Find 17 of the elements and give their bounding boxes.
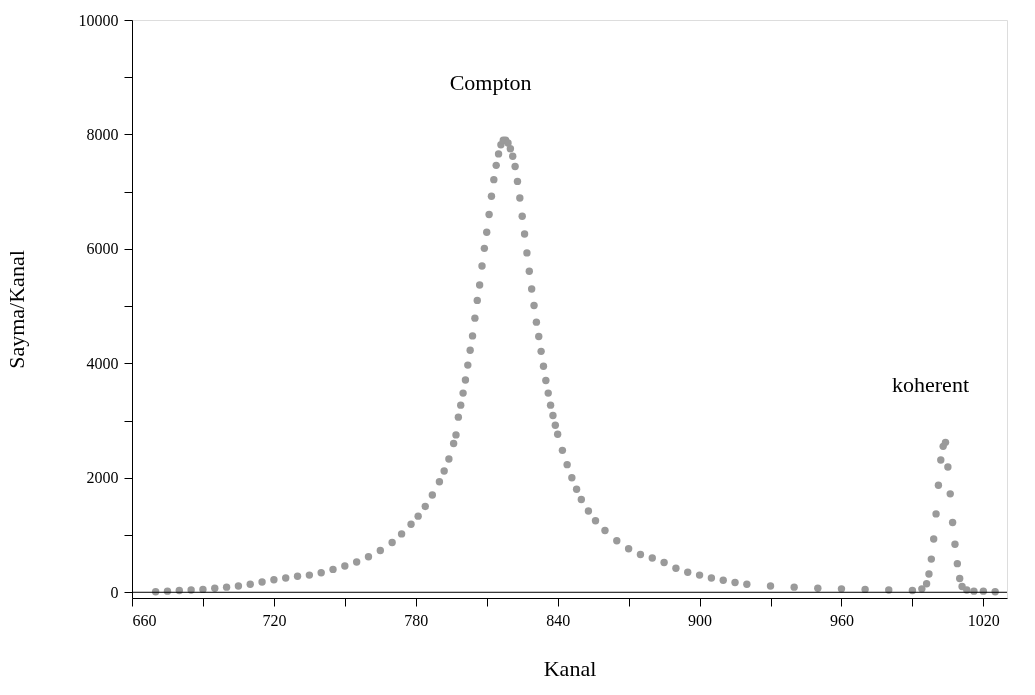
- x-tick-label: 780: [404, 611, 429, 629]
- y-tick-label: 8000: [86, 125, 119, 143]
- y-axis-title: Sayma/Kanal: [3, 250, 29, 369]
- y-tick-label: 0: [110, 583, 119, 601]
- x-tick-label: 840: [546, 611, 571, 629]
- y-tick-label: 2000: [86, 469, 119, 487]
- x-tick-label: 900: [688, 611, 713, 629]
- x-tick-label: 1020: [967, 611, 1000, 629]
- y-tick-label: 6000: [86, 240, 119, 258]
- y-tick-label: 4000: [86, 354, 119, 372]
- x-tick-label: 960: [829, 611, 854, 629]
- x-tick-label: 720: [262, 611, 287, 629]
- x-tick-label: 660: [132, 611, 157, 629]
- annotation: koherent: [892, 372, 969, 398]
- x-axis-title: Kanal: [543, 655, 597, 681]
- annotation: Compton: [449, 70, 532, 96]
- y-tick-label: 10000: [78, 11, 119, 29]
